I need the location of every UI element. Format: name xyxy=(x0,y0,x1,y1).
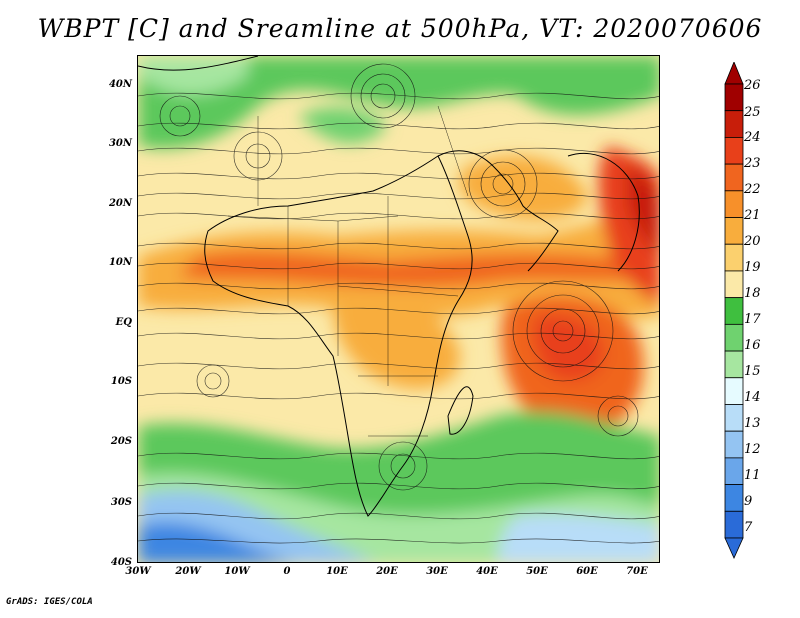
colorbar-label: 25 xyxy=(744,105,761,120)
lon-label: 30W xyxy=(125,566,151,577)
colorbar-label: 16 xyxy=(744,338,761,353)
colorbar-label: 22 xyxy=(744,182,761,197)
colorbar-segment xyxy=(724,323,744,352)
temperature-field xyxy=(138,56,659,562)
lon-label: 20W xyxy=(175,566,201,577)
colorbar-top-arrow xyxy=(724,62,744,85)
colorbar-segment xyxy=(724,430,744,459)
colorbar-segment xyxy=(724,83,744,112)
colorbar-segment xyxy=(724,137,744,165)
colorbar-segment xyxy=(724,404,744,432)
colorbar-segment xyxy=(724,377,744,405)
lon-label: 20E xyxy=(376,566,398,577)
lon-label: 10W xyxy=(224,566,250,577)
colorbar-segment xyxy=(724,217,744,245)
colorbar-label: 18 xyxy=(744,286,761,301)
lat-label: 20S xyxy=(110,436,132,447)
lat-label: 30S xyxy=(110,497,132,508)
coastlines xyxy=(138,56,640,517)
colorbar xyxy=(724,62,744,559)
colorbar-segment xyxy=(724,190,744,218)
colorbar-label: 19 xyxy=(744,260,761,275)
colorbar-segment xyxy=(724,163,744,192)
lat-label: 40N xyxy=(108,79,132,90)
lon-label: 40E xyxy=(476,566,498,577)
colorbar-label: 11 xyxy=(744,468,761,483)
lat-label: EQ xyxy=(115,317,132,328)
lon-label: 0 xyxy=(283,566,291,577)
colorbar-label: 17 xyxy=(744,312,761,327)
colorbar-segment xyxy=(724,297,744,325)
colorbar-label: 20 xyxy=(744,234,761,249)
colorbar-segment xyxy=(724,350,744,379)
lon-label: 30E xyxy=(426,566,448,577)
colorbar-label: 9 xyxy=(744,494,753,509)
lat-label: 30N xyxy=(108,138,132,149)
lon-label: 70E xyxy=(626,566,648,577)
colorbar-label: 14 xyxy=(744,390,761,405)
map-canvas xyxy=(138,56,659,562)
lat-label: 40S xyxy=(110,557,132,568)
colorbar-label: 13 xyxy=(744,416,761,431)
colorbar-segment xyxy=(724,510,744,539)
colorbar-segment xyxy=(724,457,744,485)
colorbar-segment xyxy=(724,270,744,299)
weather-map xyxy=(137,55,660,563)
streamlines xyxy=(138,63,659,544)
colorbar-label: 24 xyxy=(744,130,761,145)
lat-label: 10S xyxy=(110,376,132,387)
colorbar-label: 23 xyxy=(744,156,761,171)
colorbar-segment xyxy=(724,484,744,512)
colorbar-segment xyxy=(724,243,744,272)
lon-label: 10E xyxy=(326,566,348,577)
colorbar-label: 21 xyxy=(744,208,761,223)
lon-label: 50E xyxy=(526,566,548,577)
chart-title: WBPT [C] and Sreamline at 500hPa, VT: 20… xyxy=(37,14,763,43)
lon-label: 60E xyxy=(576,566,598,577)
borders xyxy=(227,105,469,437)
colorbar-label: 26 xyxy=(744,78,761,93)
colorbar-segment xyxy=(724,110,744,138)
lat-label: 10N xyxy=(108,257,132,268)
colorbar-label: 7 xyxy=(744,520,753,535)
colorbar-bottom-arrow xyxy=(724,537,744,559)
lat-label: 20N xyxy=(108,198,132,209)
grads-credit: GrADS: IGES/COLA xyxy=(6,597,93,607)
colorbar-label: 12 xyxy=(744,442,761,457)
colorbar-label: 15 xyxy=(744,364,761,379)
